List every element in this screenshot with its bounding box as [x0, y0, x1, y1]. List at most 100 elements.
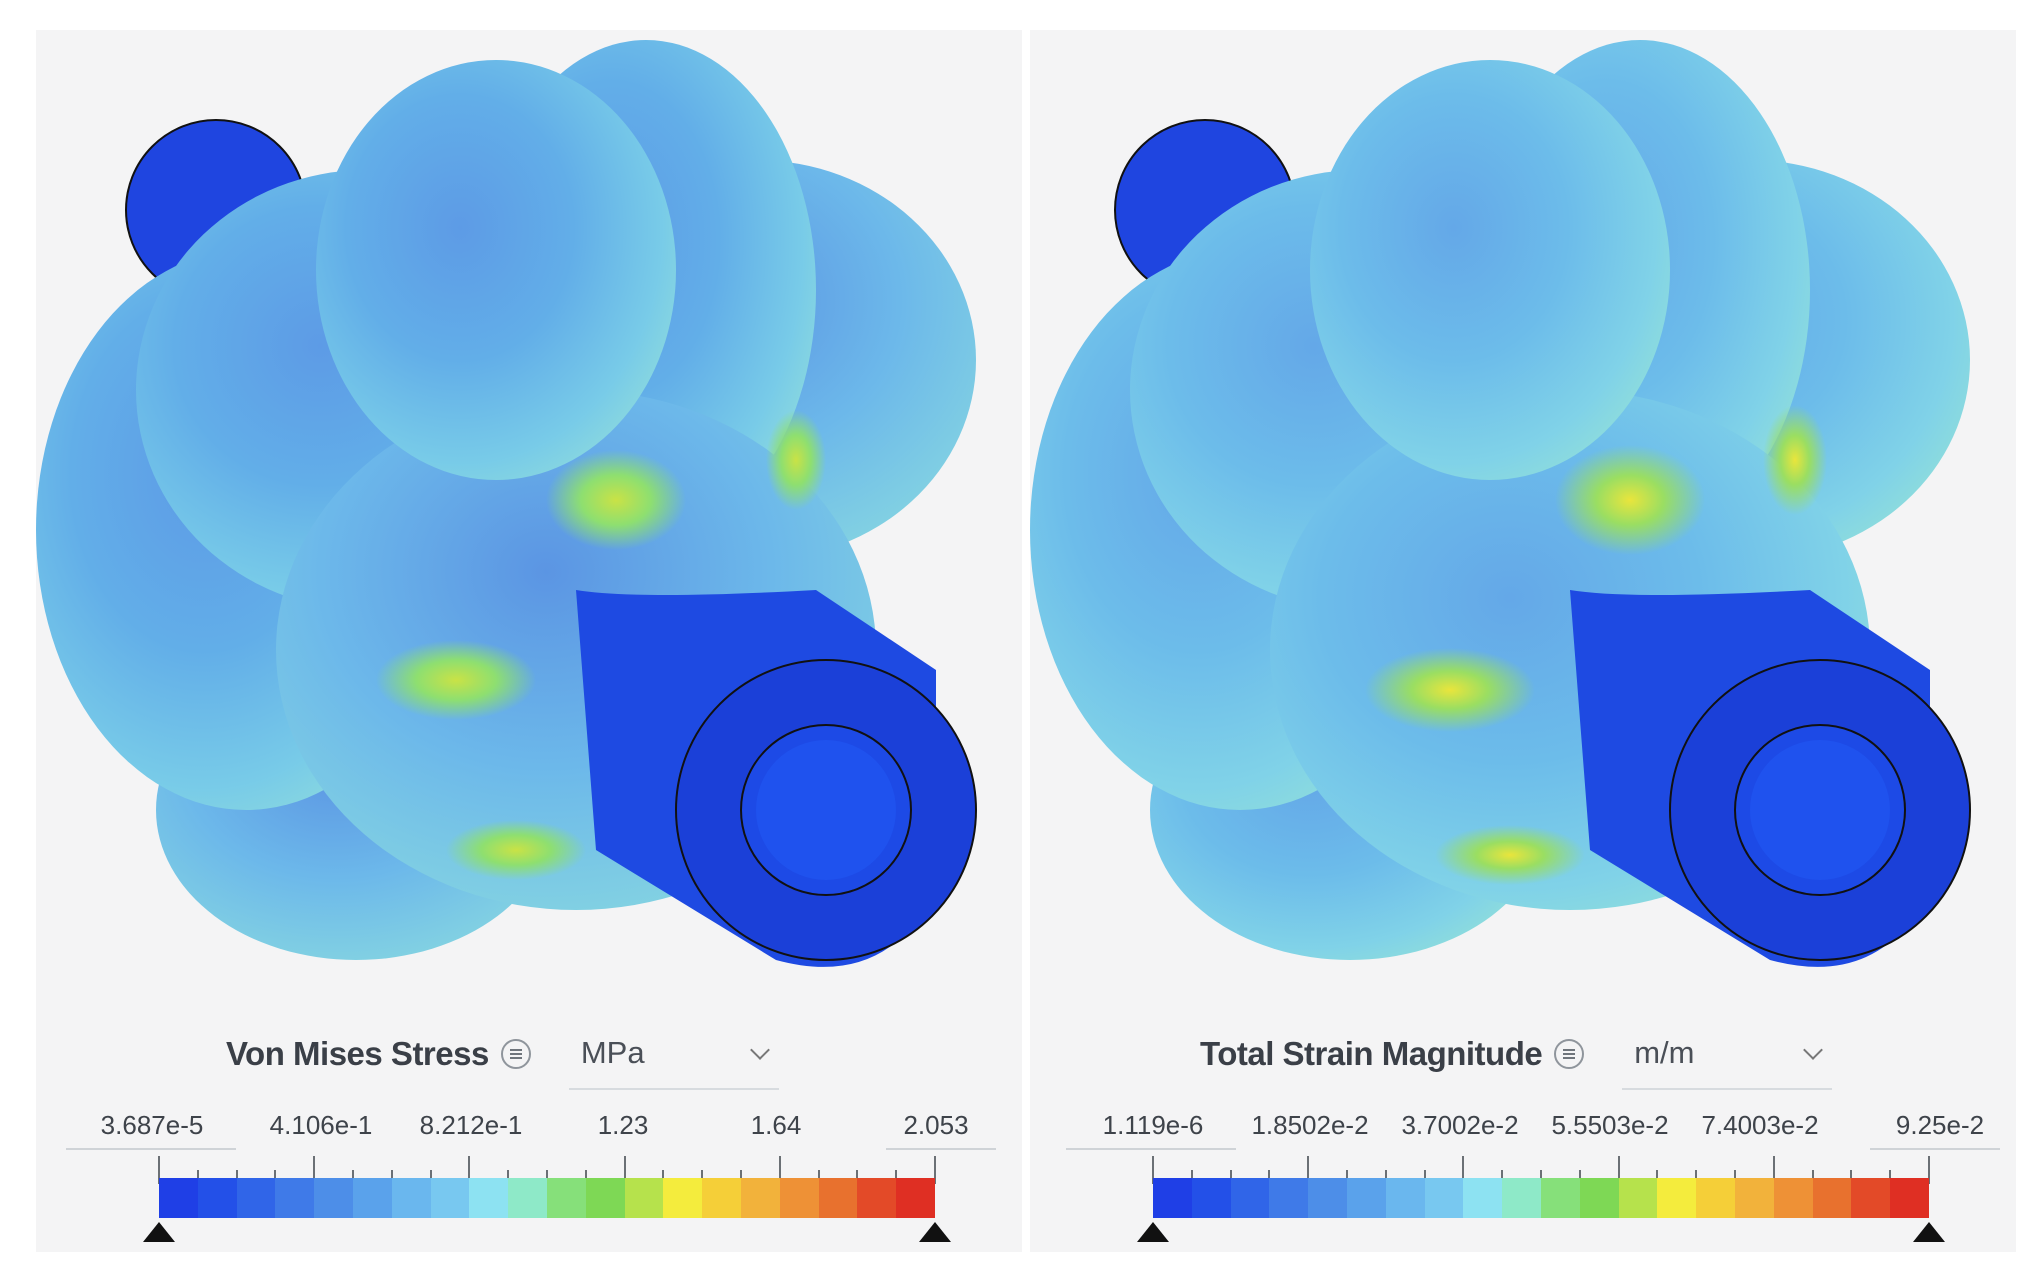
color-swatch: [1230, 1178, 1270, 1218]
minor-tick: [274, 1170, 277, 1184]
minor-tick: [856, 1170, 859, 1184]
color-swatch: [1346, 1178, 1386, 1218]
color-swatch: [624, 1178, 664, 1218]
minor-tick: [1656, 1170, 1659, 1184]
major-tick: [1617, 1156, 1620, 1184]
minor-tick: [546, 1170, 548, 1184]
chevron-down-icon: [1803, 1040, 1824, 1060]
menu-lines-icon[interactable]: [1554, 1039, 1585, 1069]
color-swatch: [314, 1178, 353, 1218]
legend-ticks: [1152, 1152, 1930, 1184]
color-swatch: [1269, 1178, 1309, 1218]
color-swatch: [1812, 1178, 1852, 1218]
minor-tick: [584, 1170, 587, 1184]
color-swatch: [508, 1178, 547, 1218]
color-swatch: [430, 1178, 470, 1218]
color-swatch: [702, 1178, 741, 1218]
major-tick: [1152, 1156, 1154, 1184]
result-selector: Total Strain Magnitude m/m: [1200, 1014, 1833, 1094]
color-swatch: [1890, 1178, 1929, 1218]
minor-tick: [1540, 1170, 1542, 1184]
color-swatch: [1696, 1178, 1735, 1218]
legend-ticks: [158, 1152, 936, 1184]
minor-tick: [1229, 1170, 1232, 1184]
minor-tick: [1190, 1170, 1193, 1184]
color-legend-bar: [1153, 1178, 1929, 1218]
color-swatch: [1851, 1178, 1891, 1218]
minor-tick: [1889, 1170, 1892, 1184]
color-swatch: [1424, 1178, 1464, 1218]
color-swatch: [1540, 1178, 1580, 1218]
color-swatch: [391, 1178, 431, 1218]
color-swatch: [469, 1178, 509, 1218]
minor-tick: [740, 1170, 742, 1184]
minor-tick: [235, 1170, 238, 1184]
legend-min-underline: [66, 1148, 236, 1150]
color-swatch: [1657, 1178, 1697, 1218]
color-swatch: [779, 1178, 819, 1218]
legend-label: 5.5503e-2: [1551, 1110, 1669, 1140]
minor-tick: [662, 1170, 665, 1184]
minor-tick: [1850, 1170, 1853, 1184]
minor-tick: [429, 1170, 432, 1184]
triangle-handle-icon[interactable]: [1913, 1222, 1945, 1242]
unit-value: m/m: [1634, 1035, 1695, 1070]
triangle-handle-icon[interactable]: [919, 1222, 951, 1242]
minor-tick: [1811, 1170, 1814, 1184]
minor-tick: [390, 1170, 393, 1184]
color-swatch: [1734, 1178, 1774, 1218]
major-tick: [1772, 1156, 1775, 1184]
unit-value: MPa: [580, 1035, 645, 1070]
minor-tick: [1578, 1170, 1581, 1184]
legend-min-underline: [1066, 1148, 1236, 1150]
triangle-handle-icon[interactable]: [1137, 1222, 1169, 1242]
color-swatch: [1773, 1178, 1813, 1218]
color-swatch: [1308, 1178, 1347, 1218]
color-swatch: [740, 1178, 780, 1218]
legend-label: 4.106e-1: [269, 1110, 373, 1140]
major-tick: [158, 1156, 160, 1184]
major-tick: [313, 1156, 316, 1184]
menu-lines-icon[interactable]: [500, 1039, 531, 1069]
legend-max-underline: [1870, 1148, 2000, 1150]
minor-tick: [1268, 1170, 1271, 1184]
color-swatch: [896, 1178, 935, 1218]
legend-label-max[interactable]: 9.25e-2: [1895, 1110, 1985, 1140]
legend-label: 1.8502e-2: [1251, 1110, 1369, 1140]
major-tick: [1307, 1156, 1310, 1184]
color-swatch: [663, 1178, 703, 1218]
color-swatch: [1579, 1178, 1619, 1218]
viewport-3d-strain[interactable]: [1030, 30, 2016, 990]
minor-tick: [701, 1170, 704, 1184]
triangle-handle-icon[interactable]: [143, 1222, 175, 1242]
minor-tick: [1695, 1170, 1698, 1184]
legend-label-min[interactable]: 3.687e-5: [100, 1110, 204, 1140]
color-swatch: [1502, 1178, 1541, 1218]
color-swatch: [236, 1178, 276, 1218]
unit-dropdown[interactable]: m/m: [1622, 1018, 1833, 1090]
minor-tick: [1384, 1170, 1387, 1184]
legend-max-underline: [886, 1148, 996, 1150]
legend-label: 3.7002e-2: [1401, 1110, 1519, 1140]
legend-label-min[interactable]: 1.119e-6: [1102, 1110, 1204, 1140]
major-tick: [468, 1156, 471, 1184]
legend-labels: 1.119e-6 1.8502e-2 3.7002e-2 5.5503e-2 7…: [1030, 1110, 2016, 1150]
color-swatch: [1618, 1178, 1658, 1218]
result-panel-right: Total Strain Magnitude m/m 1.119e-6 1.85…: [1030, 30, 2016, 1252]
legend-label: 8.212e-1: [419, 1110, 523, 1140]
legend-label-max[interactable]: 2.053: [903, 1110, 969, 1140]
unit-dropdown[interactable]: MPa: [568, 1018, 779, 1090]
color-swatch: [546, 1178, 586, 1218]
viewport-3d-stress[interactable]: [36, 30, 1022, 990]
minor-tick: [817, 1170, 820, 1184]
color-swatch: [1191, 1178, 1231, 1218]
color-swatch: [159, 1178, 198, 1218]
color-swatch: [585, 1178, 625, 1218]
color-swatch: [857, 1178, 897, 1218]
major-tick: [623, 1156, 626, 1184]
result-field-name: Von Mises Stress: [226, 1035, 489, 1072]
result-field-name: Total Strain Magnitude: [1200, 1035, 1543, 1072]
color-swatch: [1153, 1178, 1192, 1218]
legend-label: 7.4003e-2: [1701, 1110, 1819, 1140]
color-swatch: [352, 1178, 392, 1218]
